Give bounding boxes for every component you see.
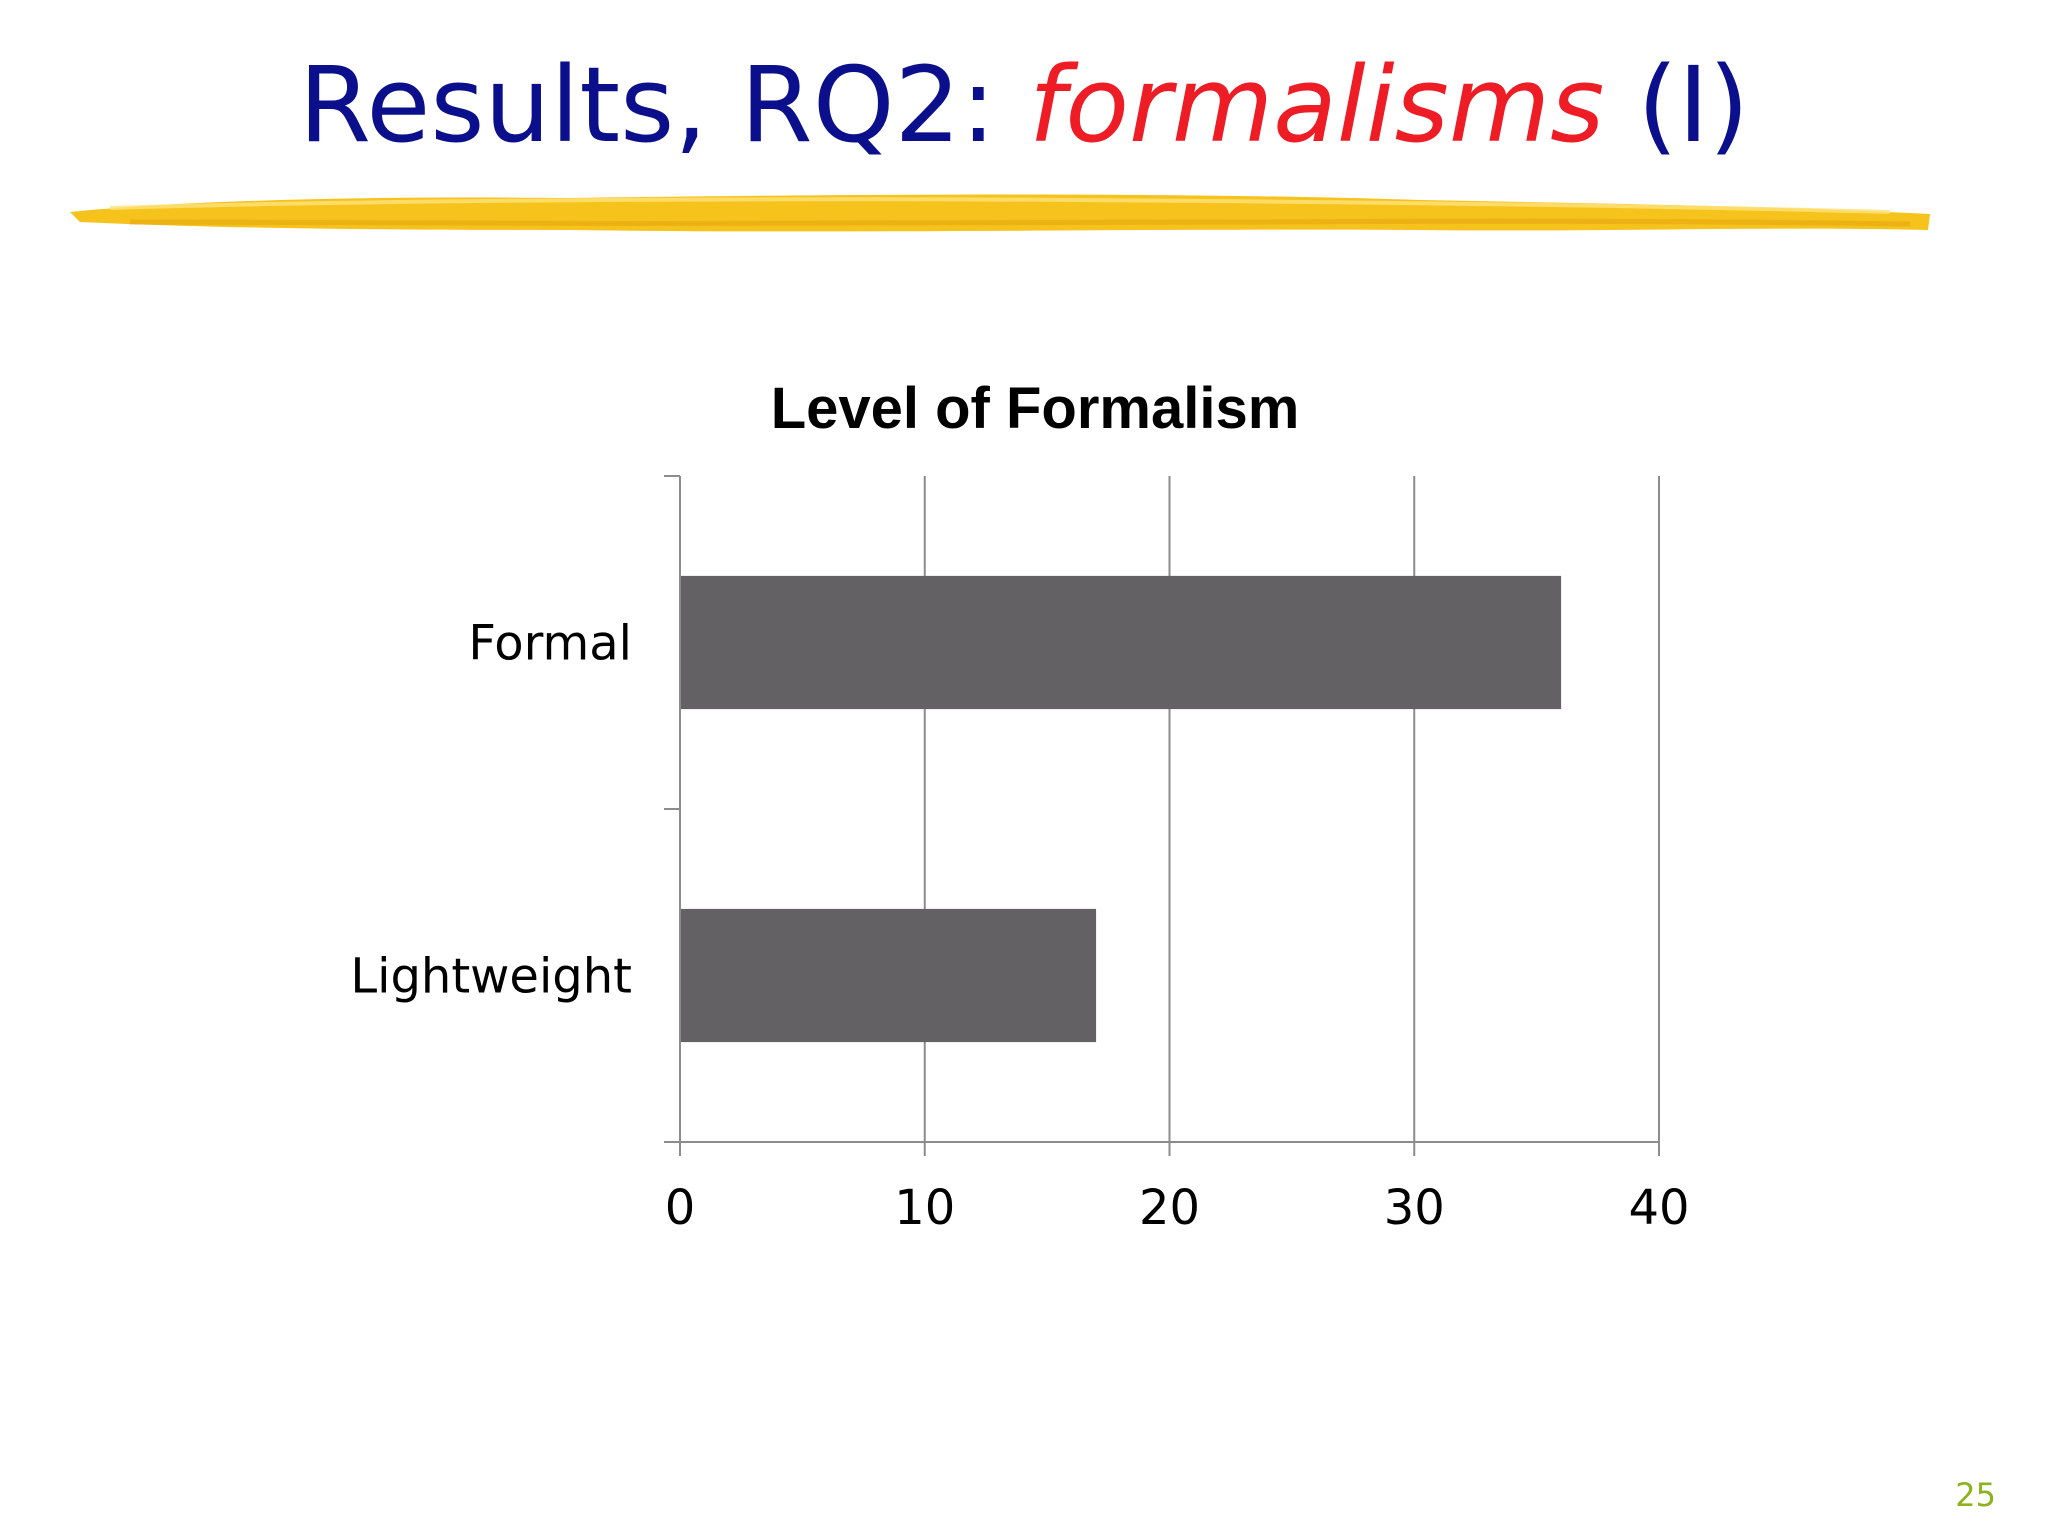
title-suffix: (I) <box>1604 44 1750 166</box>
title-emphasis: formalisms <box>1028 44 1605 166</box>
title-prefix: Results, RQ2: <box>298 44 1029 166</box>
chart-title: Level of Formalism <box>771 376 1300 441</box>
x-tick-label: 30 <box>1384 1180 1445 1236</box>
bar-lightweight <box>681 908 1097 1043</box>
title-underline-brush <box>70 194 1930 232</box>
x-tick-label: 10 <box>894 1180 955 1236</box>
slide-title: Results, RQ2: formalisms (I) <box>0 40 2048 170</box>
category-label-formal: Formal <box>468 616 632 672</box>
chart-category-labels: Formal Lightweight <box>350 616 632 1005</box>
chart-bars <box>681 575 1562 1043</box>
x-tick-label: 20 <box>1139 1180 1200 1236</box>
chart-axes <box>664 475 1660 1156</box>
x-tick-label: 40 <box>1628 1180 1689 1236</box>
bar-formal <box>681 575 1562 710</box>
chart-tick-labels: 0 10 20 30 40 <box>665 1180 1690 1236</box>
page-number: 25 <box>1955 1476 1996 1514</box>
x-tick-label: 0 <box>665 1180 696 1236</box>
category-label-lightweight: Lightweight <box>350 949 632 1005</box>
